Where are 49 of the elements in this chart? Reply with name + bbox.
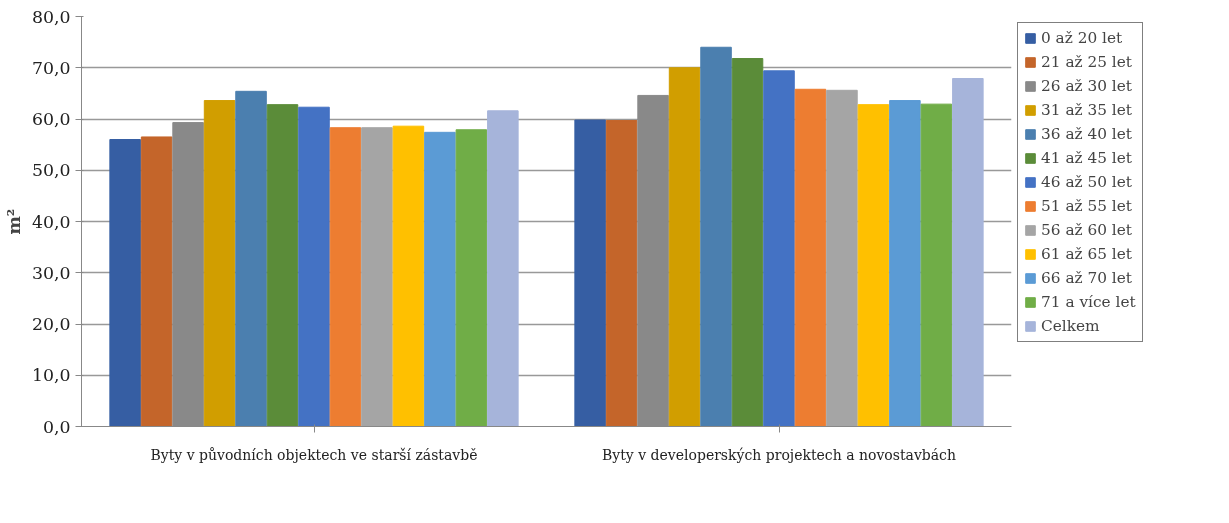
bar [361, 127, 393, 427]
legend-label: 31 až 35 let [1041, 101, 1132, 119]
legend-label: 46 až 50 let [1041, 173, 1132, 191]
y-tick-label: 0,0 [42, 416, 71, 437]
legend-label: Celkem [1041, 317, 1100, 335]
bar [668, 67, 701, 427]
y-tick-label: 30,0 [31, 262, 71, 283]
y-tick-label: 70,0 [31, 57, 71, 78]
y-tick-label: 20,0 [31, 314, 71, 334]
legend-label: 61 až 65 let [1041, 245, 1132, 263]
bar [952, 78, 984, 427]
bar [455, 129, 488, 427]
y-tick-label: 40,0 [31, 211, 71, 232]
bar [266, 104, 299, 427]
bar [329, 127, 362, 427]
x-tick-label: Byty v původních objektech ve starší zástavbě [150, 446, 478, 463]
y-axis-title: m² [3, 208, 24, 235]
legend-label: 26 až 30 let [1041, 77, 1132, 95]
y-tick-label: 60,0 [31, 109, 71, 129]
bar [424, 131, 456, 427]
y-tick-label: 80,0 [31, 6, 71, 27]
bar [298, 106, 330, 427]
legend-label: 0 až 20 let [1041, 29, 1123, 47]
y-tick-label: 50,0 [31, 160, 71, 181]
bar [203, 100, 236, 427]
bar [731, 58, 764, 427]
x-tick-label: Byty v developerských projektech a novostavbách [602, 446, 956, 463]
bar [826, 89, 858, 427]
bar [109, 139, 141, 427]
bar [700, 46, 732, 427]
bar [605, 120, 638, 427]
legend-label: 71 a více let [1041, 293, 1136, 311]
legend-label: 56 až 60 let [1041, 221, 1132, 239]
bar [392, 125, 425, 427]
bar [140, 136, 173, 427]
bar [574, 119, 606, 427]
legend-label: 41 až 45 let [1041, 149, 1132, 167]
legend-label: 21 až 25 let [1041, 53, 1132, 71]
bar [235, 90, 267, 427]
bar [889, 100, 921, 427]
bar [763, 70, 795, 427]
bar [794, 88, 827, 427]
bar [920, 103, 953, 427]
legend-label: 36 až 40 let [1041, 125, 1132, 143]
bar [857, 104, 890, 427]
bar [487, 110, 519, 427]
legend-label: 51 až 55 let [1041, 197, 1132, 215]
legend-label: 66 až 70 let [1041, 269, 1132, 287]
y-tick-label: 10,0 [31, 365, 71, 386]
